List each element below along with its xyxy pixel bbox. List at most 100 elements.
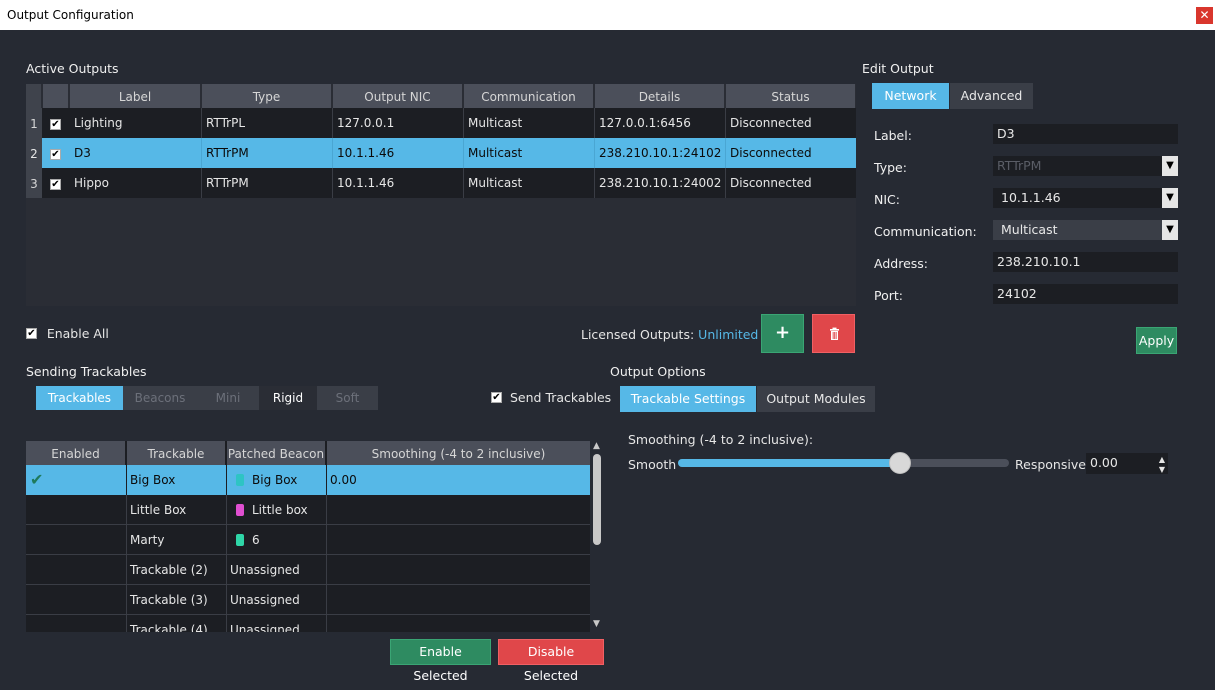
port-input[interactable]: 24102	[993, 284, 1178, 304]
output-type: RTTrPM	[202, 138, 333, 168]
beacon-name: Little box	[252, 503, 308, 517]
close-icon[interactable]: ✕	[1196, 7, 1213, 24]
smoothing-value[interactable]	[327, 525, 590, 555]
smoothing-spinbox[interactable]: 0.00 ▲ ▼	[1086, 453, 1168, 474]
send-trackables-checkbox[interactable]: ✔	[491, 392, 502, 403]
trackable-row[interactable]: Marty 6	[26, 525, 590, 555]
output-nic: 10.1.1.46	[333, 138, 464, 168]
smoothing-value[interactable]	[327, 555, 590, 585]
sending-trackables-label: Sending Trackables	[26, 364, 147, 379]
enabled-check-icon[interactable]: ✔	[26, 465, 127, 495]
enable-selected-button[interactable]: Enable Selected	[390, 639, 491, 683]
spin-down-icon[interactable]: ▼	[1158, 465, 1165, 474]
nic-select[interactable]: 10.1.1.46 ▼	[993, 188, 1178, 208]
smoothing-slider[interactable]	[678, 452, 1009, 474]
output-type: RTTrPM	[202, 168, 333, 198]
output-label: D3	[70, 138, 202, 168]
output-details: 238.210.10.1:24002	[595, 168, 726, 198]
enabled-cell[interactable]	[26, 585, 127, 615]
smoothing-value[interactable]: 0.00	[330, 473, 357, 487]
trackables-scrollbar[interactable]: ▲ ▼	[591, 441, 603, 632]
type-select[interactable]: RTTrPM ▼	[993, 156, 1178, 176]
trackable-name: Little Box	[127, 495, 227, 525]
add-output-button[interactable]: +	[761, 314, 804, 353]
column-header-details[interactable]: Details	[595, 84, 725, 108]
tab-trackables[interactable]: Trackables	[36, 386, 123, 410]
active-outputs-table: Label Type Output NIC Communication Deta…	[26, 84, 856, 306]
column-header-label[interactable]: Label	[70, 84, 201, 108]
trackables-table: Enabled Trackable Patched Beacon Smoothi…	[26, 441, 590, 632]
smoothing-value[interactable]	[327, 615, 590, 632]
row-number: 2	[26, 138, 42, 168]
smooth-label: Smooth	[628, 457, 677, 472]
trackable-name: Marty	[127, 525, 227, 555]
trackable-row[interactable]: Little Box Little box	[26, 495, 590, 525]
output-communication: Multicast	[464, 138, 595, 168]
slider-fill	[678, 459, 900, 467]
smoothing-spinbox-value: 0.00	[1090, 455, 1118, 470]
column-header-type[interactable]: Type	[202, 84, 332, 108]
trackable-name: Trackable (4)	[127, 615, 227, 632]
column-header-enabled[interactable]: Enabled	[26, 441, 126, 465]
scroll-down-icon[interactable]: ▼	[593, 619, 600, 629]
tab-rigid[interactable]: Rigid	[259, 386, 317, 410]
spin-up-icon[interactable]: ▲	[1158, 455, 1165, 464]
tab-trackable-settings[interactable]: Trackable Settings	[620, 386, 756, 412]
output-enabled-checkbox[interactable]: ✔	[50, 149, 61, 160]
beacon-icon	[236, 474, 244, 486]
output-status: Disconnected	[730, 116, 812, 130]
output-options-label: Output Options	[610, 364, 706, 379]
slider-handle[interactable]	[888, 452, 911, 474]
column-header-patched-beacon[interactable]: Patched Beacon	[227, 441, 326, 465]
enabled-cell[interactable]	[26, 555, 127, 585]
checkbox-header[interactable]	[43, 84, 69, 108]
tab-output-modules[interactable]: Output Modules	[757, 386, 875, 412]
trackable-row[interactable]: Trackable (4) Unassigned	[26, 615, 590, 632]
trackable-row[interactable]: Trackable (2) Unassigned	[26, 555, 590, 585]
enabled-cell[interactable]	[26, 615, 127, 632]
label-input[interactable]: D3	[993, 124, 1178, 144]
beacon-name: 6	[252, 533, 260, 547]
disable-selected-button[interactable]: Disable Selected	[498, 639, 604, 683]
nic-select-value: 10.1.1.46	[1001, 190, 1061, 205]
send-trackables-toggle[interactable]: ✔ Send Trackables	[491, 389, 611, 405]
output-row-lighting[interactable]: 1 ✔ Lighting RTTrPL 127.0.0.1 Multicast …	[26, 108, 856, 138]
tab-network[interactable]: Network	[872, 83, 949, 109]
enable-all-toggle[interactable]: ✔ Enable All	[26, 326, 109, 342]
trackable-filter-tabs: Trackables Beacons Mini Rigid Soft	[36, 386, 378, 410]
output-enabled-checkbox[interactable]: ✔	[50, 179, 61, 190]
chevron-down-icon: ▼	[1162, 156, 1178, 176]
tab-mini[interactable]: Mini	[215, 391, 241, 405]
enable-all-checkbox[interactable]: ✔	[26, 328, 37, 339]
scrollbar-thumb[interactable]	[593, 454, 601, 545]
row-number: 1	[26, 108, 42, 138]
smoothing-value[interactable]	[327, 585, 590, 615]
enabled-cell[interactable]	[26, 525, 127, 555]
column-header-trackable[interactable]: Trackable	[127, 441, 226, 465]
communication-select[interactable]: Multicast ▼	[993, 220, 1178, 240]
tab-advanced[interactable]: Advanced	[950, 83, 1033, 109]
output-nic: 127.0.0.1	[333, 108, 464, 138]
tab-beacons[interactable]: Beacons	[134, 391, 186, 405]
output-status: Disconnected	[730, 146, 812, 160]
tab-soft[interactable]: Soft	[335, 391, 360, 405]
output-row-hippo[interactable]: 3 ✔ Hippo RTTrPM 10.1.1.46 Multicast 238…	[26, 168, 856, 198]
licensed-outputs-label: Licensed Outputs:	[581, 327, 695, 342]
column-header-output-nic[interactable]: Output NIC	[333, 84, 463, 108]
address-input[interactable]: 238.210.10.1	[993, 252, 1178, 272]
column-header-communication[interactable]: Communication	[464, 84, 594, 108]
output-row-d3[interactable]: 2 ✔ D3 RTTrPM 10.1.1.46 Multicast 238.21…	[26, 138, 856, 168]
output-enabled-checkbox[interactable]: ✔	[50, 119, 61, 130]
scroll-up-icon[interactable]: ▲	[593, 441, 600, 451]
smoothing-value[interactable]	[327, 495, 590, 525]
delete-output-button[interactable]	[812, 314, 855, 353]
port-field-label: Port:	[874, 288, 903, 303]
title-bar: Output Configuration ✕	[0, 0, 1215, 30]
trackable-row[interactable]: Trackable (3) Unassigned	[26, 585, 590, 615]
column-header-smoothing[interactable]: Smoothing (-4 to 2 inclusive)	[327, 441, 590, 465]
trackable-row[interactable]: ✔ Big Box Big Box 0.00	[26, 465, 590, 495]
apply-button[interactable]: Apply	[1136, 327, 1177, 354]
patched-beacon: Little box	[227, 495, 327, 525]
column-header-status[interactable]: Status	[726, 84, 856, 108]
enabled-cell[interactable]	[26, 495, 127, 525]
